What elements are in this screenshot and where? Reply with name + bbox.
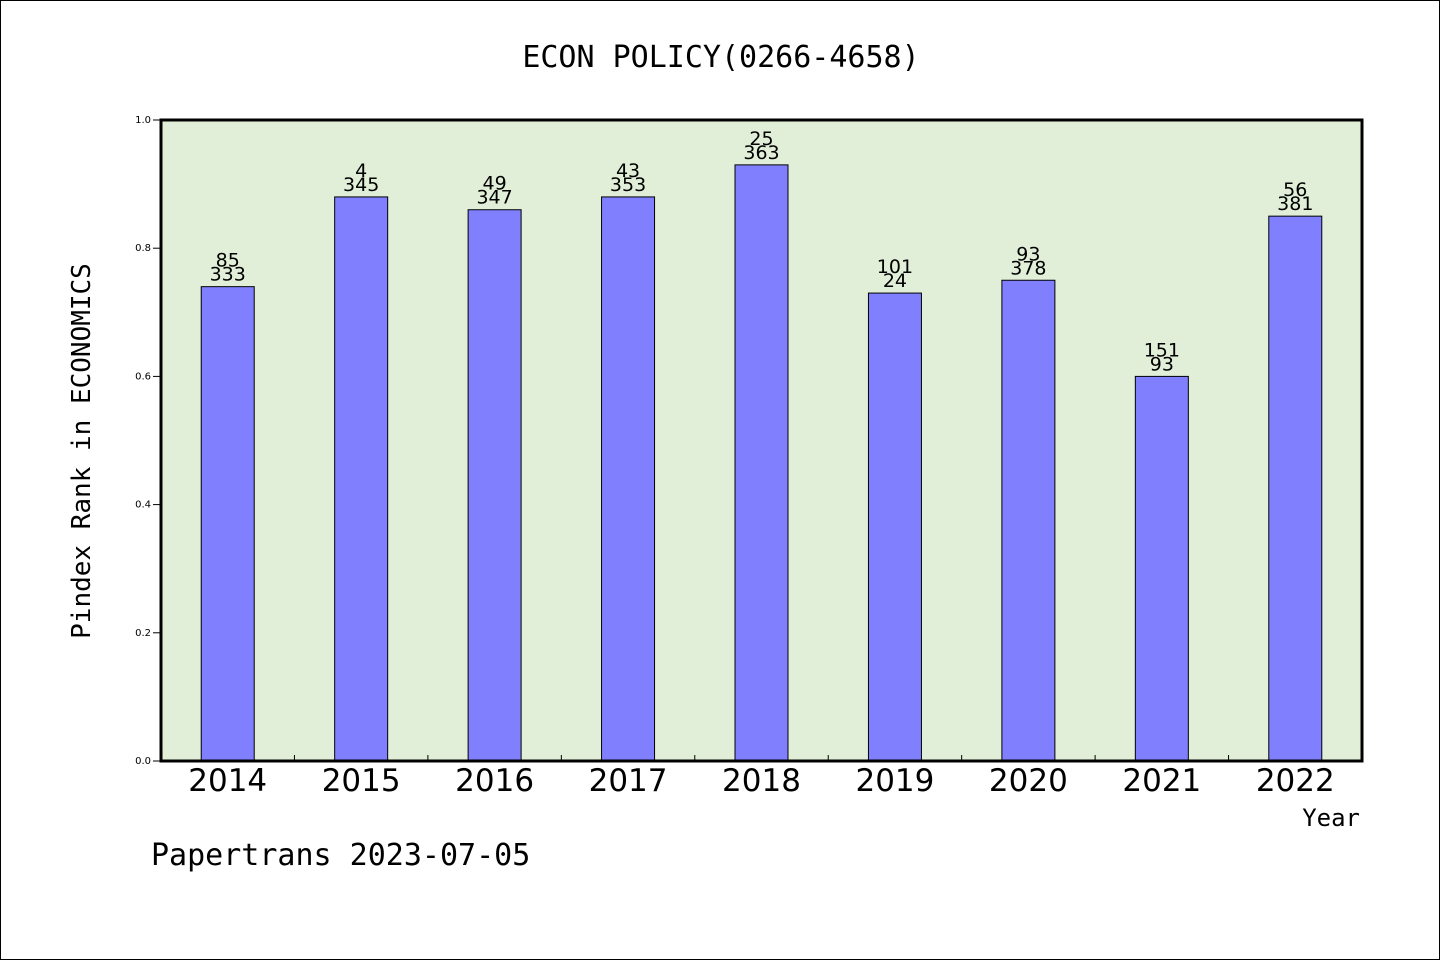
bar-label-top-2021: 151: [1144, 339, 1180, 361]
y-tick-label: 0.0: [135, 756, 151, 767]
bar-2018: [734, 164, 789, 762]
x-axis: 2014 2015 2016 2017 2018 2019 2020 2021 2022: [188, 755, 1335, 799]
bar-label-bottom-2019: 24: [883, 270, 907, 292]
x-tick-label-2015: 2015: [322, 763, 401, 799]
bar-2017: [601, 196, 656, 762]
y-axis-label: Pindex Rank in ECONOMICS: [67, 263, 97, 639]
x-tick-label-2020: 2020: [989, 763, 1068, 799]
bar-label-top-2015: 4: [355, 160, 367, 182]
bar-2016: [467, 209, 522, 762]
x-tick-label-2022: 2022: [1256, 763, 1335, 799]
y-axis: 0.0 0.2 0.4 0.6 0.8 1.0: [135, 115, 161, 767]
bar-label-bottom-2018: 363: [743, 142, 779, 164]
bar-2015: [334, 196, 389, 762]
bar-label-bottom-2015: 345: [343, 174, 379, 196]
x-tick-label-2016: 2016: [455, 763, 534, 799]
chart-title: ECON POLICY(0266-4658): [522, 40, 919, 75]
y-tick-label: 0.6: [135, 371, 151, 382]
bar-label-bottom-2021: 93: [1150, 353, 1174, 375]
x-tick-label-2014: 2014: [188, 763, 267, 799]
x-tick-label-2021: 2021: [1122, 763, 1201, 799]
x-tick-label-2018: 2018: [722, 763, 801, 799]
bar-2019: [867, 292, 922, 762]
y-tick-label: 0.4: [135, 500, 151, 511]
bar-label-top-2017: 43: [616, 160, 640, 182]
bar-2014: [200, 286, 255, 762]
bar-layer: [200, 164, 1323, 762]
x-tick-label-2019: 2019: [855, 763, 934, 799]
y-tick-label: 1.0: [135, 115, 151, 126]
x-axis-label: Year: [1302, 804, 1360, 832]
bar-label-bottom-2017: 353: [610, 174, 646, 196]
y-tick-label: 0.2: [135, 628, 151, 639]
bar-label-top-2014: 85: [216, 250, 240, 272]
bar-label-bottom-2014: 333: [210, 264, 246, 286]
x-tick-label-2017: 2017: [589, 763, 668, 799]
bar-label-top-2018: 25: [749, 128, 773, 150]
bar-2022: [1268, 215, 1323, 762]
plot-border: [159, 118, 1364, 763]
bar-label-bottom-2020: 378: [1010, 257, 1046, 279]
bar-label-bottom-2022: 381: [1277, 193, 1313, 215]
bar-label-top-2022: 56: [1283, 179, 1307, 201]
bar-label-bottom-2016: 347: [476, 187, 512, 209]
bar-label-top-2020: 93: [1016, 243, 1040, 265]
bar-label-top-2016: 49: [483, 173, 507, 195]
bar-2021: [1134, 375, 1189, 762]
footer-date: Papertrans 2023-07-05: [151, 838, 530, 873]
bar-label-top-2019: 101: [877, 256, 913, 278]
bar-2020: [1001, 279, 1056, 762]
y-tick-label: 0.8: [135, 243, 151, 254]
